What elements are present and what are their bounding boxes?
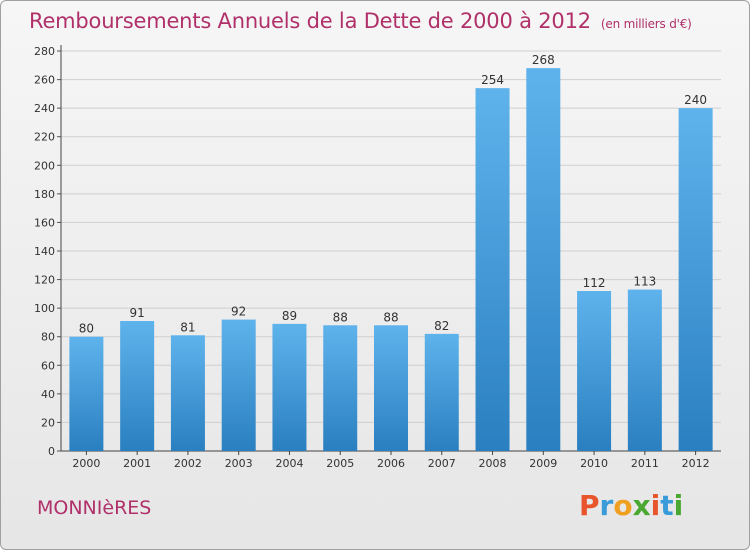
- logo-letter: P: [579, 489, 600, 522]
- data-label: 89: [282, 309, 297, 323]
- bar: [424, 333, 459, 451]
- y-tick-label: 140: [34, 245, 55, 258]
- bar: [577, 291, 612, 451]
- y-tick-label: 280: [34, 45, 55, 58]
- x-tick-label: 2006: [377, 457, 405, 470]
- y-tick-label: 20: [41, 416, 55, 429]
- commune-name: MONNIèRES: [37, 497, 152, 519]
- bar: [69, 336, 104, 451]
- y-tick-label: 160: [34, 216, 55, 229]
- bar: [120, 321, 155, 451]
- y-tick-label: 100: [34, 302, 55, 315]
- data-label: 81: [180, 320, 195, 334]
- logo-letter: i: [673, 489, 684, 522]
- x-tick-label: 2011: [631, 457, 659, 470]
- bars: [69, 68, 713, 452]
- x-tick-label: 2000: [72, 457, 100, 470]
- logo-letter: r: [599, 489, 614, 522]
- bar: [627, 289, 662, 451]
- x-tick-label: 2008: [479, 457, 507, 470]
- logo-letter: i: [650, 489, 661, 522]
- x-tick-label: 2002: [174, 457, 202, 470]
- x-tick-label: 2001: [123, 457, 151, 470]
- data-label: 268: [532, 53, 555, 67]
- y-tick-label: 260: [34, 74, 55, 87]
- data-label: 112: [583, 276, 606, 290]
- x-tick-label: 2007: [428, 457, 456, 470]
- x-tick-label: 2010: [580, 457, 608, 470]
- logo-letter: t: [660, 489, 674, 522]
- y-tick-label: 40: [41, 388, 55, 401]
- x-tick-label: 2009: [529, 457, 557, 470]
- bar: [221, 319, 256, 451]
- labels: 0 20 40 60 80 100 120 140 160 180 200 220 240 260 280 8…: [34, 45, 710, 470]
- data-label: 240: [684, 93, 707, 107]
- bar: [475, 88, 510, 452]
- data-label: 88: [333, 310, 348, 324]
- y-tick-label: 0: [48, 445, 55, 458]
- logo-letter: o: [613, 489, 633, 522]
- data-label: 91: [130, 306, 145, 320]
- data-label: 88: [383, 310, 398, 324]
- y-tick-label: 220: [34, 131, 55, 144]
- logo-letter: x: [632, 489, 651, 522]
- y-tick-label: 120: [34, 274, 55, 287]
- bar: [170, 335, 205, 451]
- data-label: 92: [231, 305, 246, 319]
- x-tick-label: 2004: [275, 457, 303, 470]
- y-tick-label: 240: [34, 102, 55, 115]
- y-tick-label: 200: [34, 159, 55, 172]
- y-tick-label: 180: [34, 188, 55, 201]
- proxiti-logo: Proxiti: [579, 489, 683, 522]
- unit-label: (en milliers d'€): [600, 17, 692, 31]
- y-tick-label: 60: [41, 359, 55, 372]
- bar: [374, 325, 408, 451]
- data-label: 113: [633, 275, 656, 289]
- x-tick-label: 2005: [326, 457, 354, 470]
- data-label: 80: [79, 322, 94, 336]
- bar: [678, 108, 713, 452]
- chart-title: Remboursements Annuels de la Dette de 20…: [29, 9, 692, 33]
- x-tick-label: 2003: [225, 457, 253, 470]
- y-tick-label: 80: [41, 331, 55, 344]
- bar: [323, 325, 358, 451]
- bar: [272, 323, 307, 451]
- bar: [526, 68, 561, 452]
- data-label: 82: [434, 319, 449, 333]
- x-tick-label: 2012: [682, 457, 710, 470]
- data-label: 254: [481, 73, 504, 87]
